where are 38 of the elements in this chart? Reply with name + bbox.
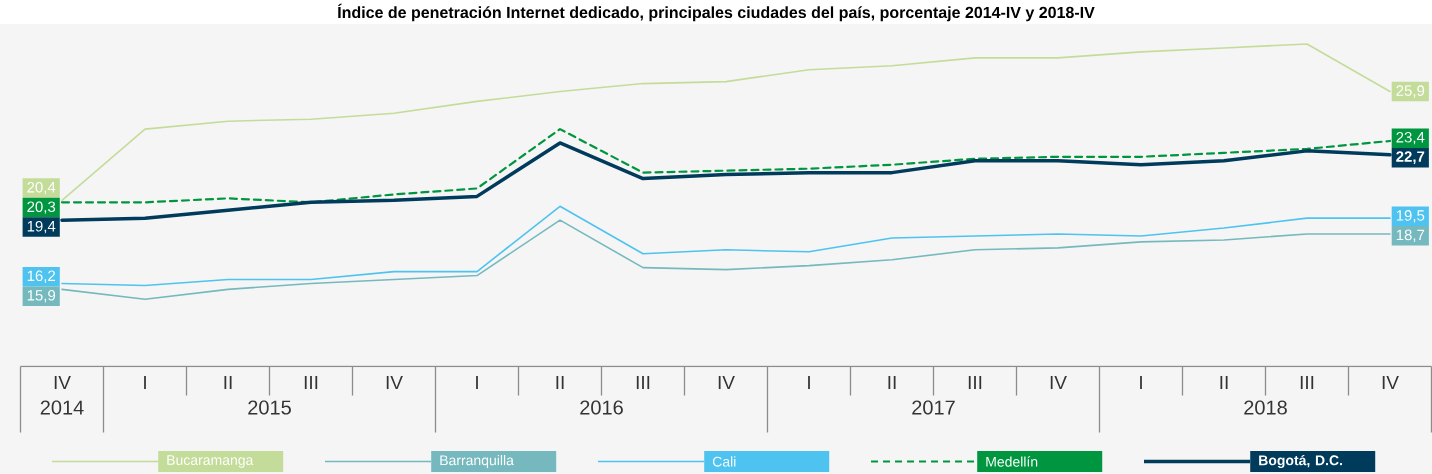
x-tick-label: I: [1140, 375, 1142, 390]
data-label: 15,9: [27, 289, 56, 303]
data-label: 20,3: [27, 201, 56, 214]
data-label: 22,7: [1396, 151, 1425, 165]
x-tick-label: IV: [718, 375, 735, 390]
data-label: 18,7: [1396, 229, 1425, 243]
chart-title: Índice de penetración Internet dedicado, principales ciudades del país, porcentaje 2014-IV y 2018-IV: [338, 3, 1095, 22]
x-tick-label: I: [144, 375, 146, 390]
text: 2016: [580, 400, 623, 415]
text: 2015: [248, 400, 291, 415]
x-tick-label: III: [636, 375, 650, 390]
x-tick-label: II: [888, 375, 896, 390]
data-label: 23,4: [1396, 131, 1425, 145]
x-tick-label: I: [476, 375, 478, 390]
x-tick-label: III: [304, 375, 318, 390]
x-tick-label: IV: [1382, 375, 1399, 390]
x-tick-label: IV: [1050, 375, 1067, 390]
x-tick-label: II: [556, 375, 564, 390]
text: Cali: [712, 456, 736, 467]
x-tick-label: IV: [54, 375, 71, 390]
x-tick-label: I: [808, 375, 810, 390]
data-label: 19,5: [1396, 210, 1425, 223]
x-tick-label: III: [968, 375, 982, 390]
x-tick-label: II: [224, 375, 232, 390]
x-tick-label: II: [1220, 375, 1228, 390]
text: 2017: [912, 400, 955, 415]
text: Medellín: [986, 456, 1038, 467]
text: Bogotá, D.C.: [1259, 454, 1343, 469]
x-tick-label: III: [1300, 375, 1314, 390]
text: Barranquilla: [440, 454, 514, 469]
data-label: 25,9: [1396, 85, 1425, 98]
data-label: 19,4: [27, 220, 56, 234]
data-label: 20,4: [27, 181, 56, 195]
x-tick-label: IV: [386, 375, 403, 390]
text: 2014: [40, 400, 84, 415]
text: Bucaramanga: [167, 455, 254, 468]
text: 2018: [1244, 400, 1287, 415]
data-label: 16,2: [27, 270, 56, 283]
